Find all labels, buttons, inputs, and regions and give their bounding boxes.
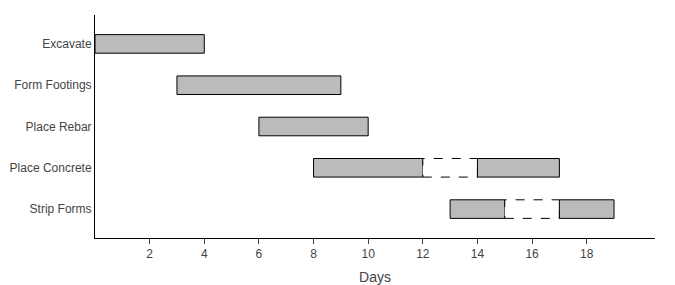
svg-text:2: 2 bbox=[146, 247, 153, 261]
svg-text:8: 8 bbox=[310, 247, 317, 261]
svg-text:Form Footings: Form Footings bbox=[14, 78, 91, 92]
svg-text:Place Concrete: Place Concrete bbox=[10, 161, 92, 175]
svg-text:Strip Forms: Strip Forms bbox=[30, 202, 92, 216]
svg-text:Excavate: Excavate bbox=[42, 37, 92, 51]
svg-text:12: 12 bbox=[416, 247, 430, 261]
svg-text:16: 16 bbox=[525, 247, 539, 261]
svg-text:10: 10 bbox=[361, 247, 375, 261]
svg-text:6: 6 bbox=[256, 247, 263, 261]
svg-text:Days: Days bbox=[359, 269, 391, 285]
svg-text:18: 18 bbox=[580, 247, 594, 261]
svg-text:Place Rebar: Place Rebar bbox=[26, 120, 92, 134]
svg-text:4: 4 bbox=[201, 247, 208, 261]
svg-text:14: 14 bbox=[471, 247, 485, 261]
